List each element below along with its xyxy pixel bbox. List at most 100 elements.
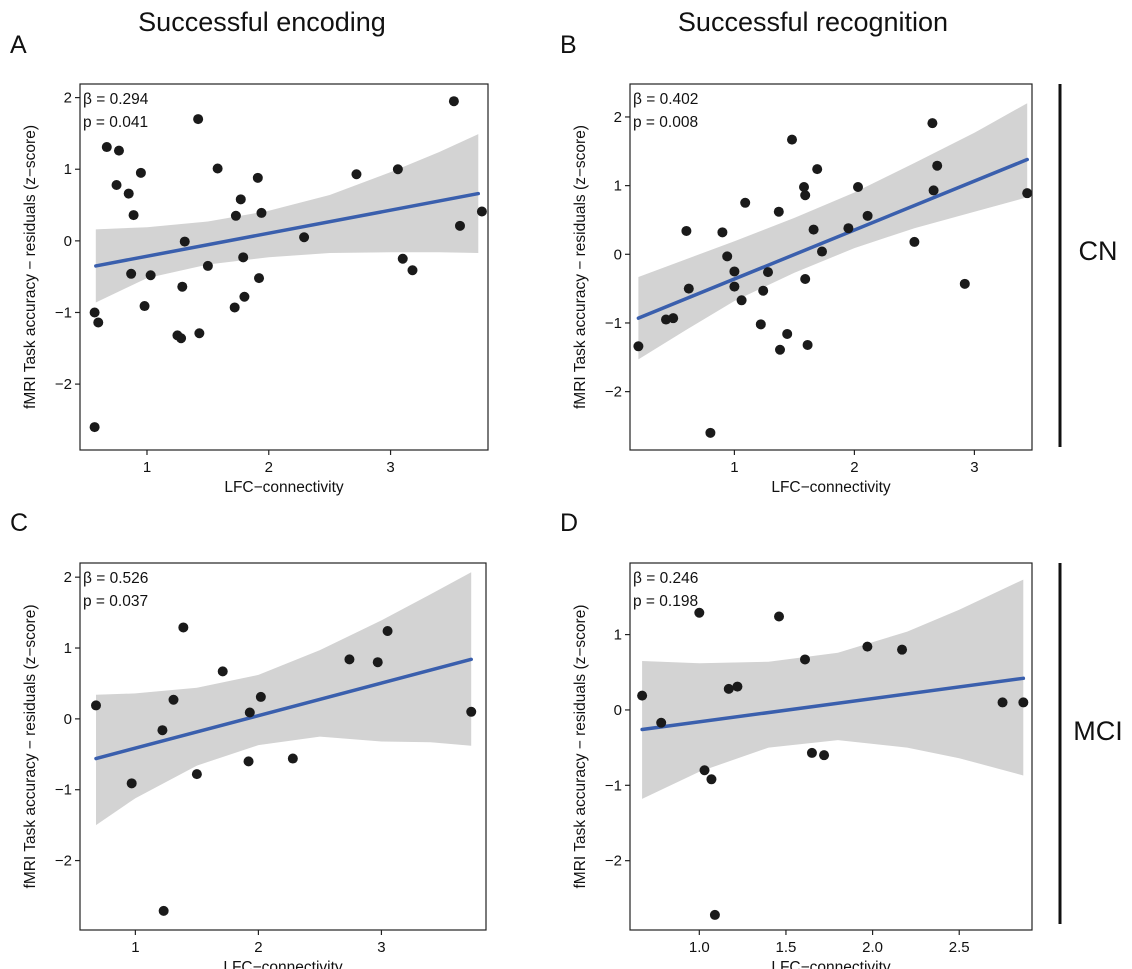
x-tick-label-a-2: 2 [265, 459, 273, 476]
data-point-b-16 [773, 206, 784, 217]
data-point-a-5 [111, 179, 122, 190]
data-point-a-3 [89, 422, 100, 433]
data-point-a-24 [238, 252, 249, 263]
data-point-d-9 [774, 611, 785, 622]
y-axis-title-a: fMRI Task accuracy − residuals (z−score) [22, 125, 39, 409]
stat-label-a-1: β = 0.294 [83, 91, 149, 108]
group-label-cn: CN [1079, 236, 1118, 266]
stat-label-c-2: p = 0.037 [83, 593, 148, 610]
regression-line-b [636, 157, 1029, 320]
data-point-d-5 [706, 774, 717, 785]
data-point-c-16 [466, 706, 477, 717]
data-point-a-23 [235, 194, 246, 205]
data-point-a-25 [239, 291, 250, 302]
y-tick-label-d-4: 1 [614, 627, 622, 644]
confidence-band-d [642, 579, 1024, 799]
data-point-a-30 [351, 169, 362, 180]
stat-label-b-2: p = 0.008 [633, 114, 698, 131]
scatter-panel-a: 1 2 3 −2 −1 0 1 2 LFC−connectivity fMRI Task accu… [22, 83, 489, 496]
data-point-b-33 [932, 160, 943, 171]
plot-frame-b [629, 83, 1033, 451]
data-point-a-19 [202, 260, 213, 271]
data-point-d-6 [709, 909, 720, 920]
data-point-c-6 [178, 622, 189, 633]
x-tick-label-a-3: 3 [386, 459, 394, 476]
regression-line-d [640, 676, 1026, 732]
data-point-a-15 [177, 281, 188, 292]
data-point-a-26 [252, 172, 263, 183]
data-point-b-4 [681, 225, 692, 236]
y-tick-label-b-5: 2 [614, 109, 622, 126]
plot-frame-c [79, 562, 487, 931]
confidence-band-b [638, 103, 1028, 360]
data-point-b-15 [763, 267, 773, 278]
stat-label-c-1: β = 0.526 [83, 570, 148, 587]
data-point-a-6 [113, 145, 124, 156]
stat-label-d-2: p = 0.198 [633, 593, 698, 610]
data-point-d-3 [694, 607, 705, 618]
data-point-a-8 [128, 210, 139, 221]
panel-letter-c: C [10, 509, 28, 537]
panel-letter-b: B [560, 31, 577, 59]
x-axis-title-c: LFC−connectivity [223, 959, 343, 969]
y-tick-label-c-1: −2 [55, 853, 72, 870]
y-tick-label-a-5: 2 [64, 90, 72, 107]
data-point-a-18 [194, 328, 205, 339]
data-point-d-1 [637, 690, 648, 701]
data-point-c-15 [382, 626, 393, 637]
y-tick-label-b-2: −1 [605, 315, 622, 332]
data-point-b-7 [717, 227, 728, 238]
data-point-d-12 [819, 750, 830, 761]
data-point-a-4 [101, 142, 112, 153]
data-point-c-11 [255, 691, 266, 702]
stat-label-b-1: β = 0.402 [633, 91, 698, 108]
data-point-b-9 [729, 266, 740, 277]
data-point-c-10 [244, 707, 255, 718]
data-point-d-4 [699, 765, 710, 776]
data-point-c-9 [243, 756, 254, 767]
data-point-b-29 [862, 210, 873, 221]
data-point-b-31 [927, 118, 938, 129]
data-point-b-6 [705, 427, 716, 438]
y-tick-label-c-2: −1 [55, 782, 72, 799]
x-tick-label-a-1: 1 [143, 459, 151, 476]
data-point-d-7 [723, 683, 734, 694]
x-tick-label-d-2: 1.5 [776, 939, 797, 956]
data-point-c-7 [191, 769, 202, 780]
y-axis-title-d: fMRI Task accuracy − residuals (z−score) [572, 605, 589, 889]
data-point-a-9 [126, 268, 137, 279]
plot-frame-d [629, 562, 1033, 931]
data-point-d-16 [1018, 697, 1029, 708]
plot-frame-a [79, 83, 489, 451]
confidence-band-a [95, 134, 479, 303]
data-point-b-21 [800, 190, 811, 201]
data-point-c-5 [168, 694, 179, 705]
data-point-a-27 [254, 273, 265, 284]
data-point-b-20 [799, 182, 809, 193]
data-point-a-31 [392, 164, 403, 175]
data-point-c-13 [344, 654, 355, 665]
data-point-a-16 [179, 236, 190, 247]
data-point-a-20 [212, 163, 223, 174]
x-tick-label-b-1: 1 [730, 459, 738, 476]
data-point-b-24 [808, 224, 819, 235]
y-tick-label-a-2: −1 [55, 304, 72, 321]
data-point-a-22 [230, 210, 241, 221]
y-axis-title-b: fMRI Task accuracy − residuals (z−score) [572, 125, 589, 409]
scatter-panel-c: 1 2 3 −2 −1 0 1 2 LFC−connectivity fMRI Task accu… [22, 562, 487, 969]
data-point-a-12 [145, 270, 156, 281]
data-point-d-2 [656, 717, 667, 728]
x-axis-title-b: LFC−connectivity [771, 479, 891, 496]
data-point-b-11 [736, 295, 747, 306]
data-point-a-29 [299, 232, 310, 243]
x-axis-title-a: LFC−connectivity [224, 479, 344, 496]
x-tick-label-c-2: 2 [254, 939, 262, 956]
data-point-a-34 [448, 96, 459, 107]
data-point-d-10 [800, 654, 811, 665]
data-point-c-3 [157, 725, 168, 736]
y-tick-label-d-1: −2 [605, 853, 622, 870]
data-point-b-32 [928, 185, 939, 196]
data-point-b-25 [812, 164, 823, 175]
confidence-band-c [96, 572, 472, 826]
data-point-a-33 [407, 265, 418, 276]
